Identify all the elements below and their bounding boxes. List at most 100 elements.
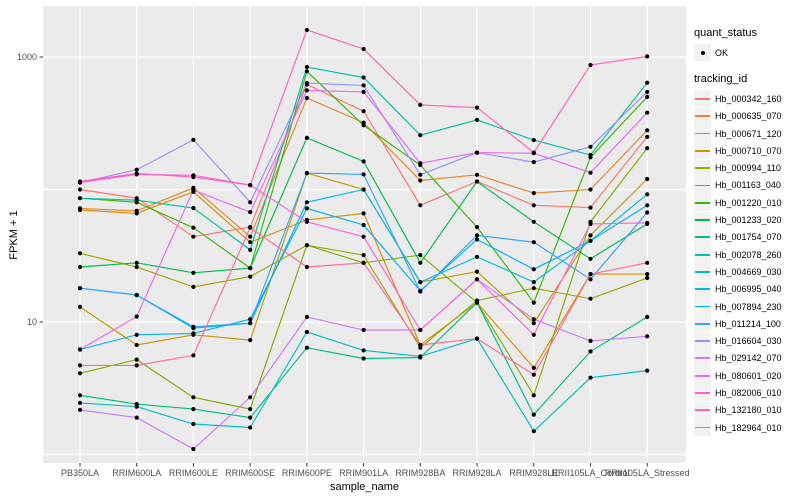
data-point [645,275,650,281]
data-point [531,429,536,434]
data-point [191,407,196,412]
legend-item-Hb_006995_040: Hb_006995_040 [694,280,798,298]
ok-point-icon [694,44,711,62]
data-point [645,334,650,339]
legend-item-label: Hb_007894_230 [715,301,782,312]
legend-quant-status-title: quant_status [694,27,757,39]
data-point [304,27,309,33]
legend-item-label: Hb_002078_260 [715,249,782,260]
legend-item-Hb_000994_110: Hb_000994_110 [694,159,798,177]
legend-item-Hb_001220_010: Hb_001220_010 [694,194,798,212]
series-color-line-icon [694,367,711,385]
legend-item-Hb_000710_070: Hb_000710_070 [694,142,798,160]
legend-item-label: Hb_001220_010 [715,197,782,208]
data-point [304,64,309,70]
data-point [361,348,366,353]
data-point [77,347,83,352]
data-point [77,179,83,184]
data-point [248,234,253,239]
legend-item-label: Hb_080601_020 [715,370,782,381]
legend-item-label: Hb_000710_070 [715,145,782,156]
data-point [248,200,253,205]
data-point [645,368,650,373]
data-point [304,243,309,248]
x-tick-label: RRIM600PE [282,468,332,478]
x-tick-label: RRIM600LA [112,468,161,478]
data-point [418,289,423,294]
data-point [645,134,650,139]
data-point [645,314,650,320]
series-color-line-icon [694,298,711,315]
data-point [645,89,650,94]
legend-tracking-entries: Hb_000342_160 Hb_000635_070 Hb_000671_120 H… [694,90,798,437]
data-point [361,159,366,164]
data-point [418,102,423,107]
series-color-line-icon [694,107,711,125]
series-color-line-icon [694,246,711,264]
legend-item-Hb_001233_020: Hb_001233_020 [694,211,798,229]
data-point [588,205,593,210]
series-color-line-icon [694,125,711,143]
data-point [191,205,196,211]
data-point [645,128,650,133]
data-point [588,233,593,238]
data-point [304,81,309,86]
data-point [531,138,536,143]
x-tick-label: RRIM600LE [169,468,218,478]
data-point [645,54,650,59]
x-tick-label: PB350LA [61,468,99,478]
data-point [588,238,593,243]
series-color-line-icon [694,401,711,419]
series-color-line-icon [694,176,711,194]
data-point [474,300,480,305]
data-point [77,400,83,405]
legend-item-label: Hb_001754_070 [715,232,782,243]
x-tick-label: RRIM928BA [395,468,445,478]
data-point [645,94,650,99]
legend-item-label: Hb_182964_010 [715,422,782,433]
data-point [361,89,366,94]
series-color-line-icon [694,142,711,160]
series-color-line-icon [694,384,711,402]
legend-item-label: Hb_132180_010 [715,405,782,416]
data-point [134,260,139,265]
data-point [361,83,366,88]
data-point [588,338,593,343]
data-point [645,220,650,225]
legend-item-label: Hb_000635_070 [715,111,782,122]
data-point [588,349,593,354]
data-point [77,187,83,192]
data-point [418,161,423,166]
data-point [531,150,536,155]
data-point [361,222,366,228]
y-axis-title: FPKM + 1 [8,210,20,260]
data-point [418,327,423,333]
data-point [77,196,83,201]
series-color-line-icon [694,332,711,350]
data-point [77,371,83,376]
series-color-line-icon [694,159,711,177]
data-point [474,105,480,110]
data-point [474,150,480,155]
data-point [531,267,536,272]
data-point [531,365,536,370]
legend-tracking-id-title: tracking_id [694,73,748,86]
legend-item-label: Hb_000671_120 [715,128,782,139]
data-point [645,272,650,277]
data-point [588,256,593,261]
data-point [361,234,366,239]
data-point [531,332,536,337]
data-point [134,171,139,176]
data-point [134,314,139,319]
data-point [77,286,83,291]
data-point [474,233,480,238]
data-point [418,172,423,177]
data-point [248,425,253,430]
data-point [645,210,650,215]
legend-item-Hb_000671_120: Hb_000671_120 [694,125,798,143]
series-color-line-icon [694,90,711,108]
data-point [248,395,253,400]
data-point [531,286,536,291]
data-point [531,219,536,224]
